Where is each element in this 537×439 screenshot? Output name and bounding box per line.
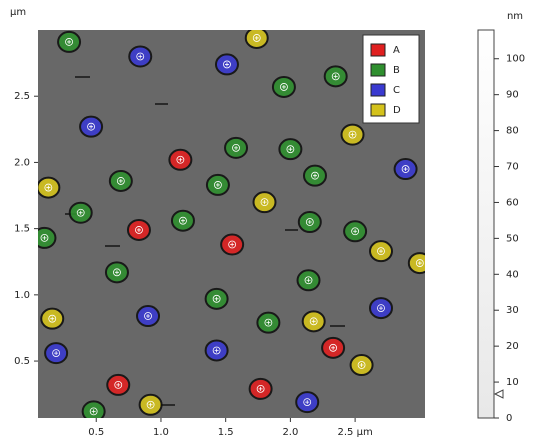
x-tick-label: 1.5 [218, 427, 234, 438]
particle [110, 171, 132, 191]
x-tick-label: 1.0 [153, 427, 169, 438]
particle [325, 66, 347, 86]
colorbar-tick-label: 20 [506, 341, 519, 352]
particle [206, 340, 228, 360]
legend-label: A [393, 45, 400, 56]
y-tick-label: 1.5 [14, 224, 30, 235]
particle [257, 313, 279, 333]
particle [169, 150, 191, 170]
particle [279, 139, 301, 159]
x-tick-label: 2.5 µm [338, 427, 373, 438]
particle [299, 212, 321, 232]
pointer [495, 390, 503, 398]
particle [83, 401, 105, 421]
afm-view: µm nm 0.5 1.0 1.5 2.0 2.5 µm 0.5 1.0 1.5 2.0 2.5 A… [0, 0, 537, 439]
particle [129, 46, 151, 66]
particle [107, 375, 129, 395]
y-tick-label: 2.5 [14, 91, 30, 102]
particle [304, 166, 326, 186]
particle [225, 138, 247, 158]
colorbar-tick-label: 0 [506, 413, 512, 424]
y-unit: µm [10, 7, 26, 18]
particle [216, 54, 238, 74]
colorbar-tick-label: 10 [506, 377, 519, 388]
y-tick-label: 0.5 [14, 356, 30, 367]
legend-swatch [371, 44, 385, 56]
legend-label: D [393, 105, 401, 116]
particle [370, 241, 392, 261]
colorbar [478, 30, 494, 418]
particle [206, 289, 228, 309]
particle [33, 228, 55, 248]
x-tick-label: 0.5 [88, 427, 104, 438]
particle [128, 220, 150, 240]
legend-swatch [371, 104, 385, 116]
colorbar-tick-label: 50 [506, 233, 519, 244]
particle [45, 343, 67, 363]
colorbar-tick-label: 70 [506, 162, 519, 173]
y-tick-label: 2.0 [14, 157, 30, 168]
legend-swatch [371, 84, 385, 96]
particle [322, 338, 344, 358]
particle [137, 306, 159, 326]
particle [41, 309, 63, 329]
particle [296, 392, 318, 412]
colorbar-tick-label: 40 [506, 269, 519, 280]
particle [250, 379, 272, 399]
particle [298, 270, 320, 290]
particle [172, 211, 194, 231]
colorbar-unit: nm [507, 11, 523, 22]
particle [303, 311, 325, 331]
colorbar-tick-label: 80 [506, 126, 519, 137]
colorbar-tick-label: 60 [506, 197, 519, 208]
colorbar-tick-label: 90 [506, 90, 519, 101]
y-tick-label: 1.0 [14, 290, 30, 301]
particle [254, 192, 276, 212]
particle [207, 175, 229, 195]
legend-swatch [371, 64, 385, 76]
particle [140, 395, 162, 415]
particle [246, 28, 268, 48]
particle [37, 178, 59, 198]
x-tick-label: 2.0 [282, 427, 298, 438]
particle [351, 355, 373, 375]
particle [370, 298, 392, 318]
colorbar-tick-label: 100 [506, 54, 525, 65]
particle [58, 32, 80, 52]
particle [409, 253, 431, 273]
colorbar-tick-label: 30 [506, 305, 519, 316]
particle [106, 262, 128, 282]
particle [70, 203, 92, 223]
particle [342, 125, 364, 145]
legend-label: C [393, 85, 400, 96]
legend-label: B [393, 65, 400, 76]
particle [273, 77, 295, 97]
particle [80, 117, 102, 137]
particle [395, 159, 417, 179]
particle [221, 235, 243, 255]
particle [344, 221, 366, 241]
